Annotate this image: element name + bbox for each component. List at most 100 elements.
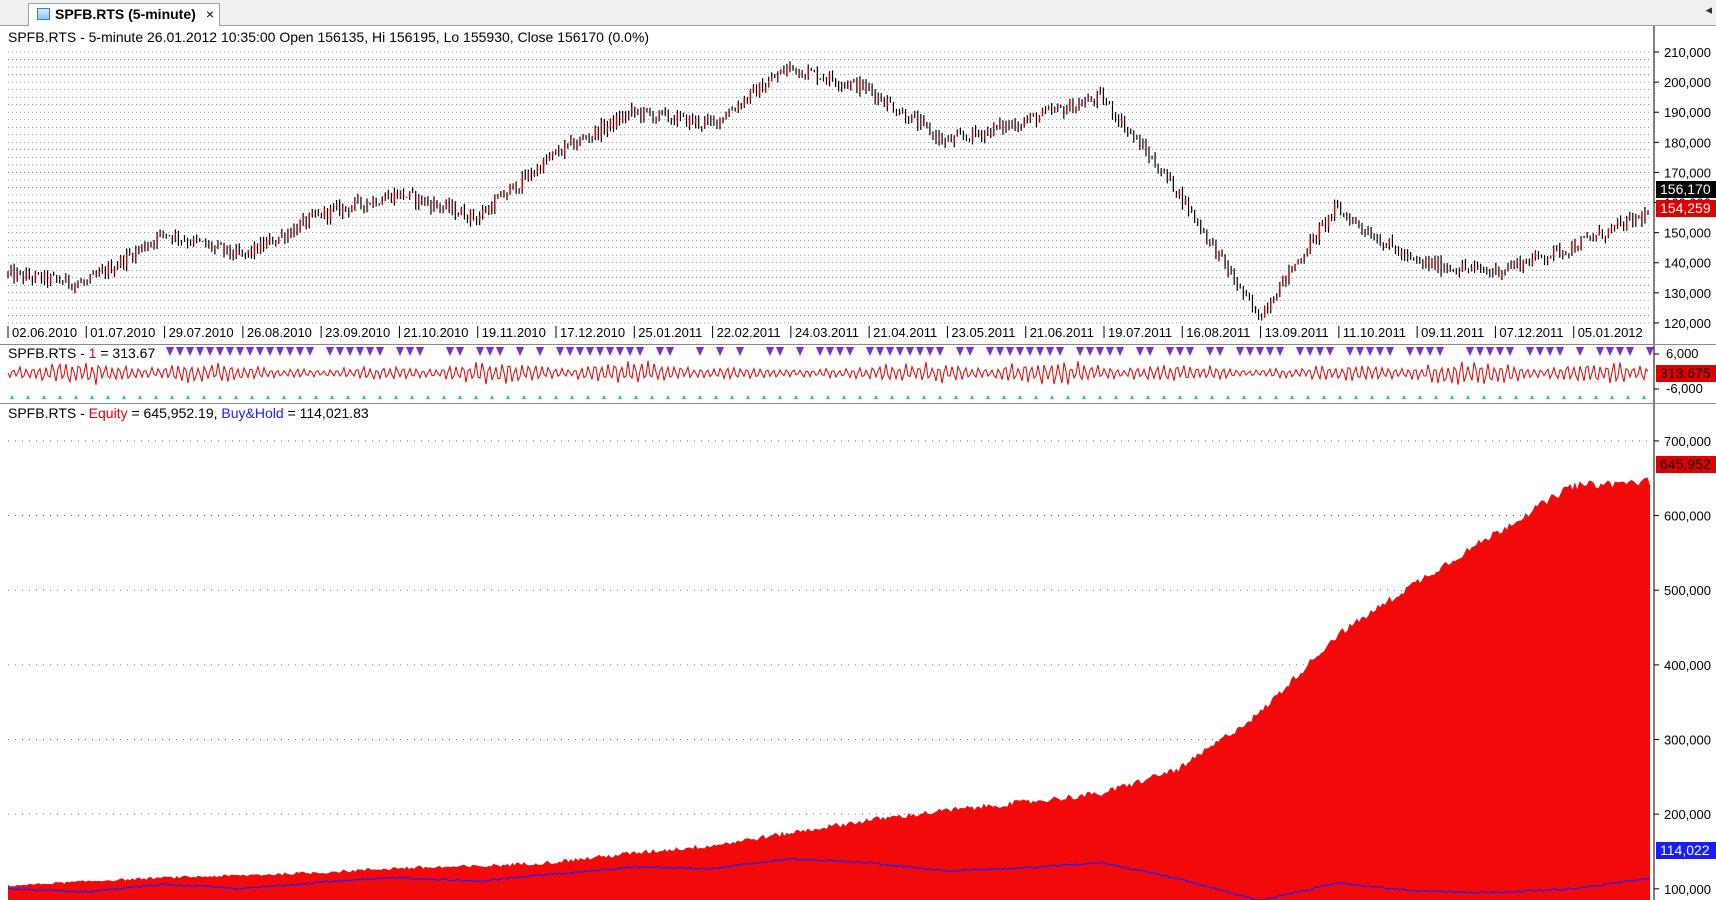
price-ytick-label: 210,000 (1664, 45, 1711, 60)
buy-signal-marker (218, 395, 222, 399)
buy-signal-marker (1418, 395, 1422, 399)
close-icon[interactable]: × (205, 6, 214, 22)
sell-signal-marker (1536, 347, 1544, 356)
sell-signal-marker (336, 347, 344, 356)
buy-signal-marker (186, 395, 190, 399)
price-xtick-label: 26.08.2010 (247, 325, 312, 340)
price-ytick-label: 200,000 (1664, 75, 1711, 90)
buy-signal-marker (522, 395, 526, 399)
sell-signal-marker (186, 347, 194, 356)
buy-signal-marker (1274, 395, 1278, 399)
buy-signal-marker (938, 395, 942, 399)
chart-area[interactable]: 210,000200,000190,000180,000170,000160,0… (0, 26, 1716, 900)
sell-signal-marker (1136, 347, 1144, 356)
sell-signal-marker (886, 347, 894, 356)
price-ytick-label: 120,000 (1664, 316, 1711, 331)
buy-signal-marker (1594, 395, 1598, 399)
equity-ytick-label: 300,000 (1664, 733, 1711, 748)
buy-signal-marker (362, 395, 366, 399)
buy-signal-marker (1050, 395, 1054, 399)
tab-scroll-arrow-icon[interactable]: ◂ (1705, 2, 1712, 17)
sell-signal-marker (1216, 347, 1224, 356)
buy-signal-marker (1130, 395, 1134, 399)
buyhold-line (7, 857, 1651, 900)
buy-signal-marker (1338, 395, 1342, 399)
buy-signal-marker (922, 395, 926, 399)
sell-signal-marker (536, 347, 544, 356)
price-ytick-label: 170,000 (1664, 165, 1711, 180)
sell-signal-marker (1246, 347, 1254, 356)
price-ytick-label: 150,000 (1664, 226, 1711, 241)
buy-signal-marker (1370, 395, 1374, 399)
sell-signal-marker (226, 347, 234, 356)
sell-signal-marker (266, 347, 274, 356)
osc-ytick-label: -6,000 (1666, 381, 1703, 396)
buy-signal-marker (1466, 395, 1470, 399)
price-xtick-label: 16.08.2011 (1186, 325, 1250, 340)
sell-signal-marker (936, 347, 944, 356)
buy-signal-marker (58, 395, 62, 399)
buy-signal-marker (618, 395, 622, 399)
price-xtick-label: 19.11.2010 (482, 325, 546, 340)
price-panel[interactable]: 210,000200,000190,000180,000170,000160,0… (0, 26, 1716, 344)
sell-signal-marker (1276, 347, 1284, 356)
buy-signal-marker (1002, 395, 1006, 399)
sell-signal-marker (666, 347, 674, 356)
sell-signal-marker (1476, 347, 1484, 356)
buy-signal-marker (954, 395, 958, 399)
buy-signal-marker (250, 395, 254, 399)
buy-signal-marker (122, 395, 126, 399)
buy-signal-marker (874, 395, 878, 399)
buy-signal-marker (490, 395, 494, 399)
osc-ytick-label: 6,000 (1666, 346, 1699, 361)
sell-signal-marker (596, 347, 604, 356)
sell-signal-marker (406, 347, 414, 356)
last-price-label: 156,170 (1660, 181, 1711, 197)
buy-signal-marker (1434, 395, 1438, 399)
equity-panel-title: SPFB.RTS - Equity = 645,952.19, Buy&Hold… (8, 405, 369, 421)
sell-signal-marker (866, 347, 874, 356)
buy-signal-marker (378, 395, 382, 399)
chart-icon (37, 8, 50, 20)
buy-signal-marker (794, 395, 798, 399)
tab-bar: SPFB.RTS (5-minute) × ◂ (0, 0, 1716, 26)
chart-tab[interactable]: SPFB.RTS (5-minute) × (28, 3, 220, 26)
price-xtick-label: 21.04.2011 (873, 325, 937, 340)
buy-signal-marker (10, 395, 14, 399)
sell-signal-marker (1576, 347, 1584, 356)
buy-signal-marker (1082, 395, 1086, 399)
buyhold-series-value: = 114,021.83 (284, 405, 369, 421)
sell-signal-marker (1346, 347, 1354, 356)
buy-signal-marker (154, 395, 158, 399)
equity-ytick-label: 100,000 (1664, 882, 1711, 897)
buy-signal-marker (1258, 395, 1262, 399)
sell-signal-marker (256, 347, 264, 356)
sell-signal-marker (606, 347, 614, 356)
sell-signal-marker (916, 347, 924, 356)
sell-signal-marker (1436, 347, 1444, 356)
price-xtick-label: 02.06.2010 (12, 325, 77, 340)
sell-signal-marker (216, 347, 224, 356)
oscillator-panel[interactable]: 6,000 -6,000 SPFB.RTS - 1 = 313.67 313.67… (7, 345, 1716, 403)
buy-signal-marker (1626, 395, 1630, 399)
buy-signal-marker (1290, 395, 1294, 399)
equity-area (8, 477, 1650, 900)
sell-signal-marker (1096, 347, 1104, 356)
sell-signal-marker (1036, 347, 1044, 356)
equity-ytick-label: 700,000 (1664, 434, 1711, 449)
price-ytick-label: 180,000 (1664, 135, 1711, 150)
sell-signal-marker (1496, 347, 1504, 356)
equity-panel[interactable]: 700,000 600,000 500,000 400,000 300,000 200,0… (7, 404, 1716, 900)
sell-signal-marker (486, 347, 494, 356)
buy-signal-marker (1322, 395, 1326, 399)
osc-last-label: 313.675 (1660, 365, 1711, 381)
sell-signal-marker (1266, 347, 1274, 356)
buy-signal-marker (826, 395, 830, 399)
buy-signal-marker (506, 395, 510, 399)
equity-last-label: 645,952 (1660, 456, 1711, 472)
price-xtick-label: 29.07.2010 (169, 325, 234, 340)
sell-signal-marker (696, 347, 704, 356)
sell-signal-marker (206, 347, 214, 356)
buy-signal-marker (554, 395, 558, 399)
buy-signal-marker (714, 395, 718, 399)
